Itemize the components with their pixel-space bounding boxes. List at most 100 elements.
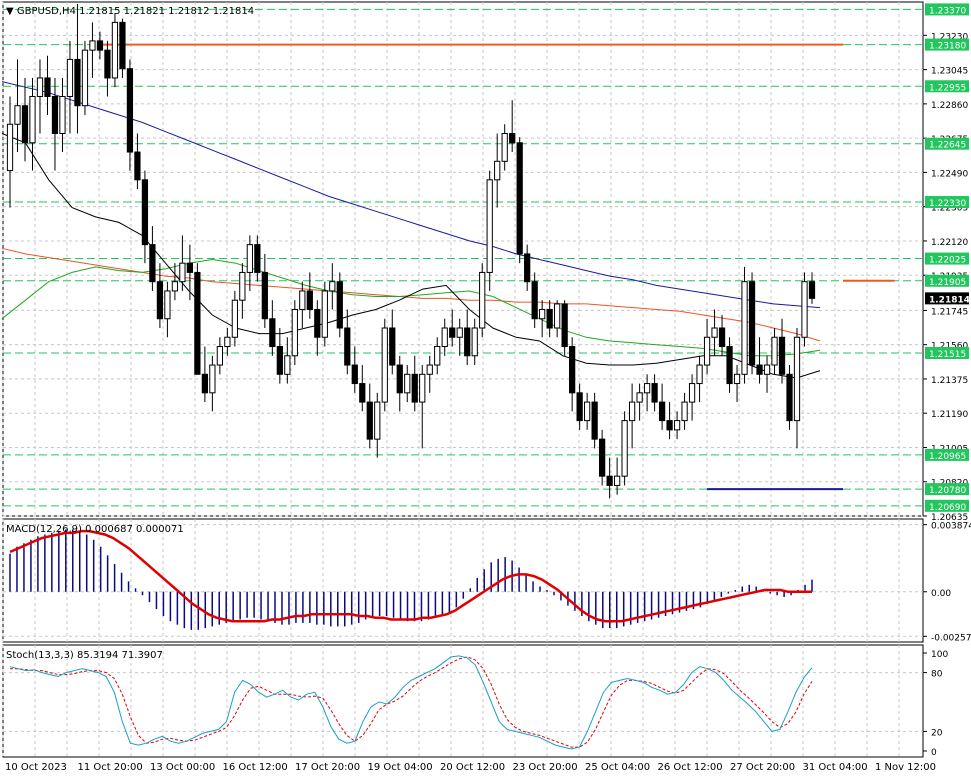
candle-body[interactable] [756, 364, 763, 375]
candle-body[interactable] [411, 373, 418, 403]
candle-body[interactable] [134, 151, 141, 181]
candle-body[interactable] [51, 95, 59, 135]
candle-body[interactable] [404, 373, 411, 394]
candle-body[interactable] [366, 401, 373, 440]
candle-body[interactable] [636, 392, 643, 403]
candle-body[interactable] [321, 290, 328, 338]
candle-body[interactable] [643, 383, 651, 394]
candle-body[interactable] [44, 77, 51, 97]
candle-body[interactable] [396, 364, 403, 394]
candle-body[interactable] [711, 327, 718, 338]
candle-body[interactable] [441, 327, 448, 348]
candle-body[interactable] [808, 281, 816, 299]
candle-body[interactable] [179, 262, 186, 283]
candle-body[interactable] [291, 308, 298, 357]
candle-body[interactable] [524, 253, 531, 283]
candle-body[interactable] [194, 271, 201, 375]
candle-body[interactable] [763, 364, 771, 375]
candle-body[interactable] [658, 401, 666, 422]
candle-body[interactable] [344, 327, 351, 366]
candle-body[interactable] [336, 281, 343, 329]
candle-body[interactable] [666, 420, 673, 431]
candle-body[interactable] [494, 160, 501, 181]
candle-body[interactable] [254, 244, 261, 273]
candle-body[interactable] [696, 364, 703, 385]
candle-body[interactable] [613, 475, 621, 486]
candle-body[interactable] [21, 105, 29, 144]
candle-body[interactable] [628, 401, 636, 422]
candle-body[interactable] [726, 346, 733, 385]
candle-body[interactable] [539, 308, 546, 320]
candle-body[interactable] [786, 373, 793, 422]
candle-body[interactable] [501, 133, 508, 162]
candle-body[interactable] [36, 77, 44, 97]
candle-body[interactable] [329, 281, 336, 292]
candle-body[interactable] [374, 401, 381, 440]
candle-body[interactable] [381, 327, 388, 403]
candle-body[interactable] [688, 383, 696, 403]
candle-body[interactable] [748, 281, 756, 366]
candle-body[interactable] [276, 346, 283, 375]
candle-body[interactable] [261, 271, 268, 320]
candle-body[interactable] [479, 271, 486, 329]
candle-body[interactable] [351, 364, 358, 385]
candle-body[interactable] [126, 68, 134, 153]
stochastic-pane[interactable] [9, 655, 813, 750]
candle-body[interactable] [591, 401, 598, 440]
candle-body[interactable] [531, 281, 538, 320]
candle-body[interactable] [96, 40, 104, 51]
candle-body[interactable] [269, 318, 276, 348]
candle-body[interactable] [516, 142, 523, 255]
candle-body[interactable] [554, 303, 561, 329]
candle-body[interactable] [509, 133, 516, 144]
candle-body[interactable] [621, 420, 628, 477]
candle-body[interactable] [299, 290, 306, 310]
candle-body[interactable] [449, 327, 456, 338]
candle-body[interactable] [718, 327, 726, 348]
candle-body[interactable] [314, 308, 321, 338]
candle-body[interactable] [733, 373, 741, 385]
candle-body[interactable] [164, 290, 171, 320]
candle-body[interactable] [66, 58, 74, 97]
candle-body[interactable] [486, 179, 493, 273]
candle-body[interactable] [599, 438, 606, 477]
candle-body[interactable] [426, 364, 433, 375]
candle-body[interactable] [771, 336, 778, 366]
candle-body[interactable] [209, 364, 216, 394]
candle-body[interactable] [89, 40, 96, 51]
candle-body[interactable] [584, 401, 591, 422]
candle-body[interactable] [104, 49, 111, 79]
candle-body[interactable] [119, 21, 126, 70]
macd-pane[interactable] [9, 529, 813, 630]
candle-body[interactable] [576, 392, 583, 422]
candle-body[interactable] [246, 244, 253, 273]
candle-body[interactable] [456, 327, 463, 338]
candle-body[interactable] [14, 105, 21, 125]
candle-body[interactable] [201, 373, 209, 394]
candle-body[interactable] [149, 244, 156, 283]
candle-body[interactable] [793, 336, 801, 422]
candle-body[interactable] [6, 123, 14, 172]
candle-body[interactable] [741, 281, 748, 375]
candle-body[interactable] [801, 281, 808, 338]
candle-body[interactable] [216, 346, 223, 366]
candle-body[interactable] [546, 308, 553, 329]
candle-body[interactable] [29, 95, 36, 144]
candle-body[interactable] [359, 383, 366, 403]
candle-body[interactable] [306, 290, 313, 310]
candle-body[interactable] [471, 327, 478, 357]
candle-body[interactable] [673, 420, 681, 431]
candle-body[interactable] [186, 262, 194, 273]
candle-body[interactable] [434, 346, 441, 366]
candle-body[interactable] [681, 401, 688, 422]
candle-body[interactable] [81, 49, 89, 107]
candle-body[interactable] [59, 95, 66, 135]
candle-body[interactable] [651, 383, 658, 403]
candle-body[interactable] [74, 58, 81, 107]
price-pane[interactable] [1, 3, 895, 499]
candle-body[interactable] [156, 281, 164, 320]
candle-body[interactable] [606, 475, 613, 486]
candle-body[interactable] [141, 179, 149, 246]
candle-body[interactable] [569, 346, 576, 394]
candle-body[interactable] [239, 271, 246, 301]
